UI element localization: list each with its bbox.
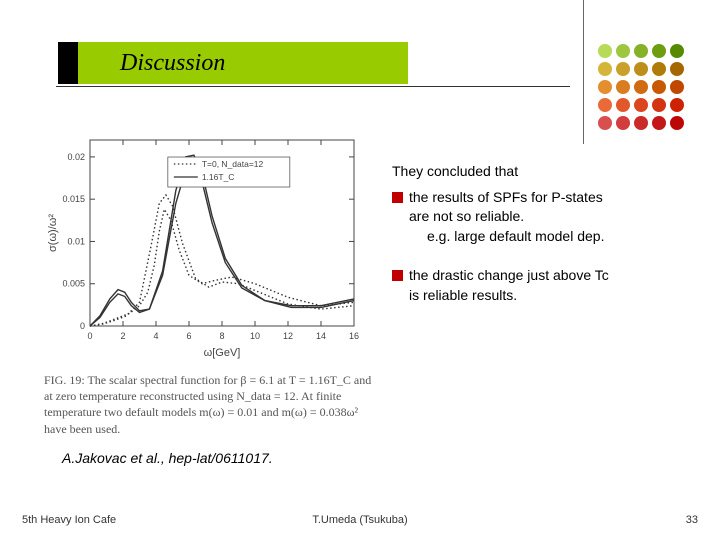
dot <box>616 62 630 76</box>
dot <box>670 116 684 130</box>
decorative-dots <box>598 44 686 132</box>
dot <box>598 44 612 58</box>
dot <box>616 98 630 112</box>
dot <box>670 44 684 58</box>
figure-caption: FIG. 19: The scalar spectral function fo… <box>44 372 374 437</box>
svg-text:0: 0 <box>80 321 85 331</box>
dot <box>616 80 630 94</box>
dot <box>616 44 630 58</box>
bullet-line: the results of SPFs for P-states <box>409 188 604 208</box>
bullet-line: is reliable results. <box>409 286 609 306</box>
dot <box>670 62 684 76</box>
svg-text:T=0, N_data=12: T=0, N_data=12 <box>202 159 264 169</box>
dot <box>634 98 648 112</box>
svg-text:0.015: 0.015 <box>62 194 85 204</box>
svg-text:16: 16 <box>349 331 359 341</box>
dot <box>652 116 666 130</box>
svg-text:8: 8 <box>219 331 224 341</box>
bullet-line: e.g. large default model dep. <box>427 227 604 247</box>
dot <box>670 98 684 112</box>
dot <box>652 80 666 94</box>
svg-text:1.16T_C: 1.16T_C <box>202 172 235 182</box>
dot <box>634 80 648 94</box>
svg-text:0.005: 0.005 <box>62 279 85 289</box>
dot <box>634 44 648 58</box>
svg-text:14: 14 <box>316 331 326 341</box>
svg-text:10: 10 <box>250 331 260 341</box>
dot <box>598 116 612 130</box>
svg-text:4: 4 <box>153 331 158 341</box>
svg-text:6: 6 <box>186 331 191 341</box>
svg-text:0: 0 <box>87 331 92 341</box>
footer-center: T.Umeda (Tsukuba) <box>312 514 407 526</box>
bullet-line: are not so reliable. <box>409 207 604 227</box>
spectral-chart: 0 2 4 6 8 10 12 14 16 0 0.005 0.01 0.015 0.02 ω[GeV] σ(… <box>44 130 364 360</box>
dot <box>670 80 684 94</box>
svg-text:σ(ω)/ω²: σ(ω)/ω² <box>47 214 59 252</box>
header-rule <box>56 86 570 87</box>
bullet-item: the results of SPFs for P-statesare not … <box>392 188 698 247</box>
dot <box>652 44 666 58</box>
dot <box>598 62 612 76</box>
title-prefix <box>58 42 78 84</box>
dot <box>652 98 666 112</box>
bullet-square-icon <box>392 192 403 203</box>
dot <box>634 62 648 76</box>
svg-text:2: 2 <box>120 331 125 341</box>
header-vline <box>583 0 584 144</box>
footer-left: 5th Heavy Ion Cafe <box>22 514 116 526</box>
title-box: Discussion <box>58 42 408 84</box>
dot <box>634 116 648 130</box>
svg-text:0.02: 0.02 <box>67 152 85 162</box>
bullet-square-icon <box>392 270 403 281</box>
svg-text:ω[GeV]: ω[GeV] <box>204 347 241 359</box>
dot <box>652 62 666 76</box>
svg-text:12: 12 <box>283 331 293 341</box>
dot <box>598 80 612 94</box>
footer-right: 33 <box>686 514 698 526</box>
bullet-line: the drastic change just above Tc <box>409 266 609 286</box>
bullet-item: the drastic change just above Tcis relia… <box>392 266 698 305</box>
svg-text:0.01: 0.01 <box>67 236 85 246</box>
citation: A.Jakovac et al., hep-lat/0611017. <box>62 450 273 466</box>
intro-line: They concluded that <box>392 162 698 182</box>
slide-title: Discussion <box>120 50 225 77</box>
dot <box>598 98 612 112</box>
discussion-text: They concluded that the results of SPFs … <box>392 162 698 320</box>
dot <box>616 116 630 130</box>
